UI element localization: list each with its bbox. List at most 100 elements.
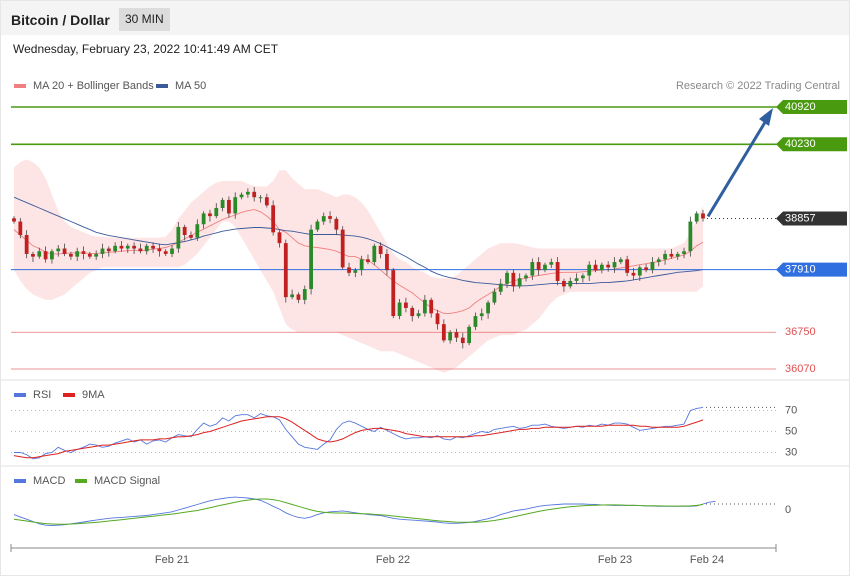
legend-label-bollinger: MA 20 + Bollinger Bands xyxy=(33,80,154,92)
candle-body xyxy=(460,337,465,344)
candle-body xyxy=(271,205,276,233)
candle-body xyxy=(56,248,61,252)
macd-signal-line xyxy=(13,498,704,525)
candle-body xyxy=(233,197,238,214)
candle-body xyxy=(220,199,225,209)
candle-body xyxy=(81,251,86,254)
level-tag xyxy=(776,262,847,277)
pivot-label: 37910 xyxy=(785,264,816,276)
candle-body xyxy=(62,248,67,254)
candle-body xyxy=(435,313,440,325)
candle-body xyxy=(157,248,162,252)
candle-body xyxy=(347,267,351,273)
candle-body xyxy=(68,253,73,257)
candle-body xyxy=(536,262,541,271)
candle-body xyxy=(479,313,484,317)
candle-body xyxy=(252,191,257,198)
legend-label-rsi: RSI xyxy=(33,389,51,401)
candle-body xyxy=(656,259,661,263)
candle-body xyxy=(189,235,193,238)
candle-body xyxy=(498,283,503,292)
candle-body xyxy=(106,248,111,252)
candle-body xyxy=(163,251,168,254)
candle-body xyxy=(492,291,497,303)
candle-body xyxy=(574,278,579,281)
candle-body xyxy=(543,264,547,271)
candle-body xyxy=(283,243,288,298)
candle-body xyxy=(43,251,48,260)
candle-body xyxy=(505,272,509,284)
candle-body xyxy=(372,245,377,263)
candle-body xyxy=(429,299,434,314)
candle-body xyxy=(309,229,313,290)
candle-body xyxy=(119,245,124,249)
x-tick-label: Feb 22 xyxy=(376,554,410,566)
legend-label-rsi-ma: 9MA xyxy=(82,389,105,401)
candle-body xyxy=(410,307,415,317)
candle-body xyxy=(113,245,118,252)
legend-label-macd-signal: MACD Signal xyxy=(94,475,160,487)
candle-body xyxy=(587,264,592,276)
instrument-title: Bitcoin / Dollar xyxy=(11,12,110,28)
forecast-arrow-head xyxy=(759,108,773,126)
candle-body xyxy=(612,262,617,268)
candle-body xyxy=(637,267,642,276)
rsi-tick-label: 30 xyxy=(785,446,797,458)
candle-body xyxy=(663,253,667,260)
candle-body xyxy=(50,251,54,260)
level-tag xyxy=(776,137,847,152)
support-label: 36070 xyxy=(785,363,816,375)
candle-body xyxy=(227,199,231,214)
legend-swatch-rsi-ma xyxy=(63,393,75,397)
resistance-label: 40230 xyxy=(785,138,816,150)
candle-body xyxy=(302,289,307,300)
candle-body xyxy=(517,278,522,287)
legend-swatch-bollinger xyxy=(14,84,26,88)
current-price-label: 38857 xyxy=(785,212,816,224)
x-tick-label: Feb 24 xyxy=(690,554,724,566)
candle-body xyxy=(245,191,250,195)
candle-body xyxy=(599,264,604,271)
rsi-tick-label: 70 xyxy=(785,404,797,416)
candle-body xyxy=(315,221,320,230)
candle-body xyxy=(441,324,446,341)
candle-body xyxy=(404,302,408,308)
ma50-line xyxy=(13,196,704,287)
candle-body xyxy=(385,253,389,271)
macd-line xyxy=(13,496,716,527)
candle-body xyxy=(416,313,421,317)
forecast-arrow xyxy=(706,118,769,218)
level-tag xyxy=(776,211,847,226)
candle-body xyxy=(511,272,516,287)
candle-body xyxy=(625,259,630,273)
rsi-ma-line xyxy=(13,416,704,459)
candle-body xyxy=(151,245,155,249)
candle-body xyxy=(144,245,149,252)
candle-body xyxy=(562,280,566,287)
candle-body xyxy=(618,259,623,263)
candle-body xyxy=(258,197,263,199)
legend-label-ma50: MA 50 xyxy=(175,80,206,92)
candle-body xyxy=(87,253,92,257)
resistance-label: 40920 xyxy=(785,101,816,113)
candle-body xyxy=(644,267,649,271)
candle-body xyxy=(321,216,326,222)
candle-body xyxy=(467,326,472,344)
candle-body xyxy=(524,275,528,279)
candle-body xyxy=(631,272,636,276)
candle-body xyxy=(675,253,680,257)
candle-body xyxy=(448,332,453,341)
candle-body xyxy=(290,294,295,298)
candle-body xyxy=(195,224,200,238)
timeframe-button[interactable]: 30 MIN xyxy=(119,8,170,31)
candle-body xyxy=(669,253,674,257)
candle-body xyxy=(359,259,364,271)
candle-body xyxy=(366,259,370,263)
x-tick-label: Feb 21 xyxy=(155,554,189,566)
legend-swatch-macd-signal xyxy=(75,479,87,483)
candle-body xyxy=(75,251,80,257)
candle-body xyxy=(277,232,282,244)
rsi-tick-label: 50 xyxy=(785,425,797,437)
credit-label: Research © 2022 Trading Central xyxy=(676,80,840,92)
